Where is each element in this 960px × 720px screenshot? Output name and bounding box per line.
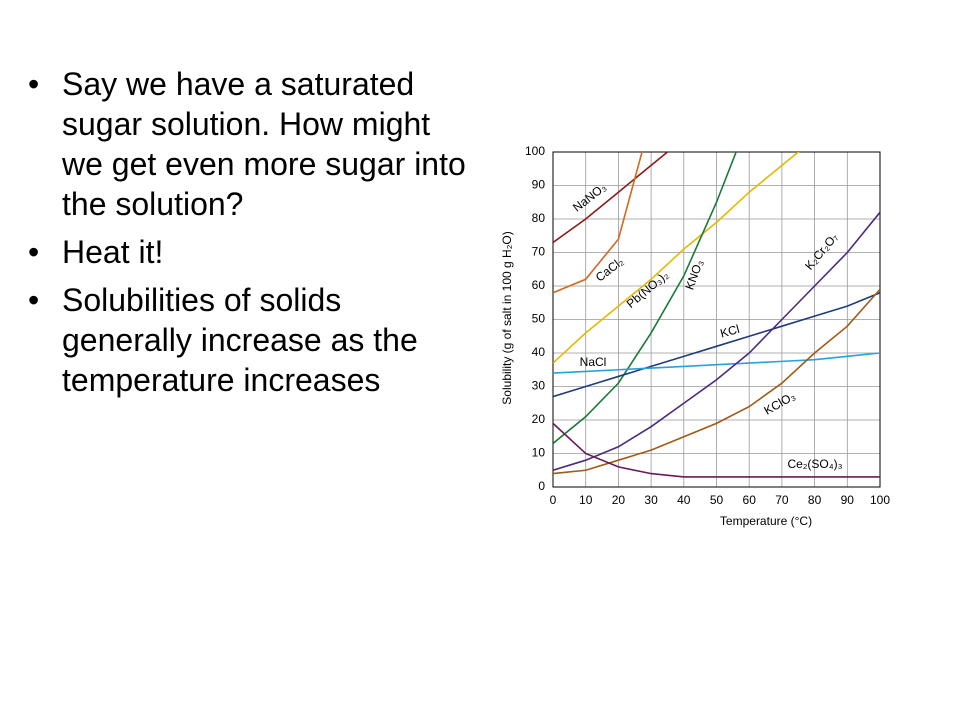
y-tick-label: 10	[532, 446, 546, 460]
series-group	[553, 152, 880, 478]
series-line	[553, 152, 800, 364]
x-tick-label: 0	[550, 493, 557, 507]
y-tick-label: 20	[532, 412, 546, 426]
x-tick-label: 70	[775, 493, 789, 507]
series-line	[553, 352, 880, 374]
y-tick-label: 50	[532, 312, 546, 326]
x-axis-label: Temperature (°C)	[720, 514, 812, 528]
x-tick-label: 40	[677, 493, 691, 507]
series-line	[553, 152, 737, 445]
x-tick-label: 30	[644, 493, 658, 507]
y-tick-label: 0	[538, 479, 545, 493]
series-label: NaCl	[580, 355, 607, 369]
x-tick-label: 10	[579, 493, 593, 507]
bullet: Heat it!	[28, 232, 468, 272]
series-line	[553, 422, 880, 478]
series-label: KCl	[719, 322, 741, 341]
series-line	[553, 152, 643, 294]
series-line	[553, 291, 880, 398]
x-tick-label: 60	[743, 493, 757, 507]
y-tick-label: 70	[532, 245, 546, 259]
bullet-list: Say we have a saturated sugar solution. …	[28, 64, 468, 408]
y-tick-label: 100	[525, 144, 545, 158]
bullet: Say we have a saturated sugar solution. …	[28, 64, 468, 224]
series-label: Ce₂(SO₄)₃	[787, 457, 842, 471]
y-tick-label: 60	[532, 278, 546, 292]
series-line	[553, 288, 880, 475]
x-tick-label: 100	[870, 493, 890, 507]
series-line	[553, 211, 880, 472]
y-tick-label: 80	[532, 211, 546, 225]
y-tick-label: 90	[532, 178, 546, 192]
x-tick-label: 20	[612, 493, 626, 507]
y-tick-label: 30	[532, 379, 546, 393]
y-axis-label: Solubility (g of salt in 100 g H₂O)	[500, 231, 514, 404]
y-tick-label: 40	[532, 345, 546, 359]
x-tick-label: 80	[808, 493, 822, 507]
series-line	[553, 152, 669, 244]
bullet: Solubilities of solids generally increas…	[28, 280, 468, 400]
x-tick-label: 90	[841, 493, 855, 507]
x-tick-label: 50	[710, 493, 724, 507]
plot-frame	[552, 151, 881, 488]
